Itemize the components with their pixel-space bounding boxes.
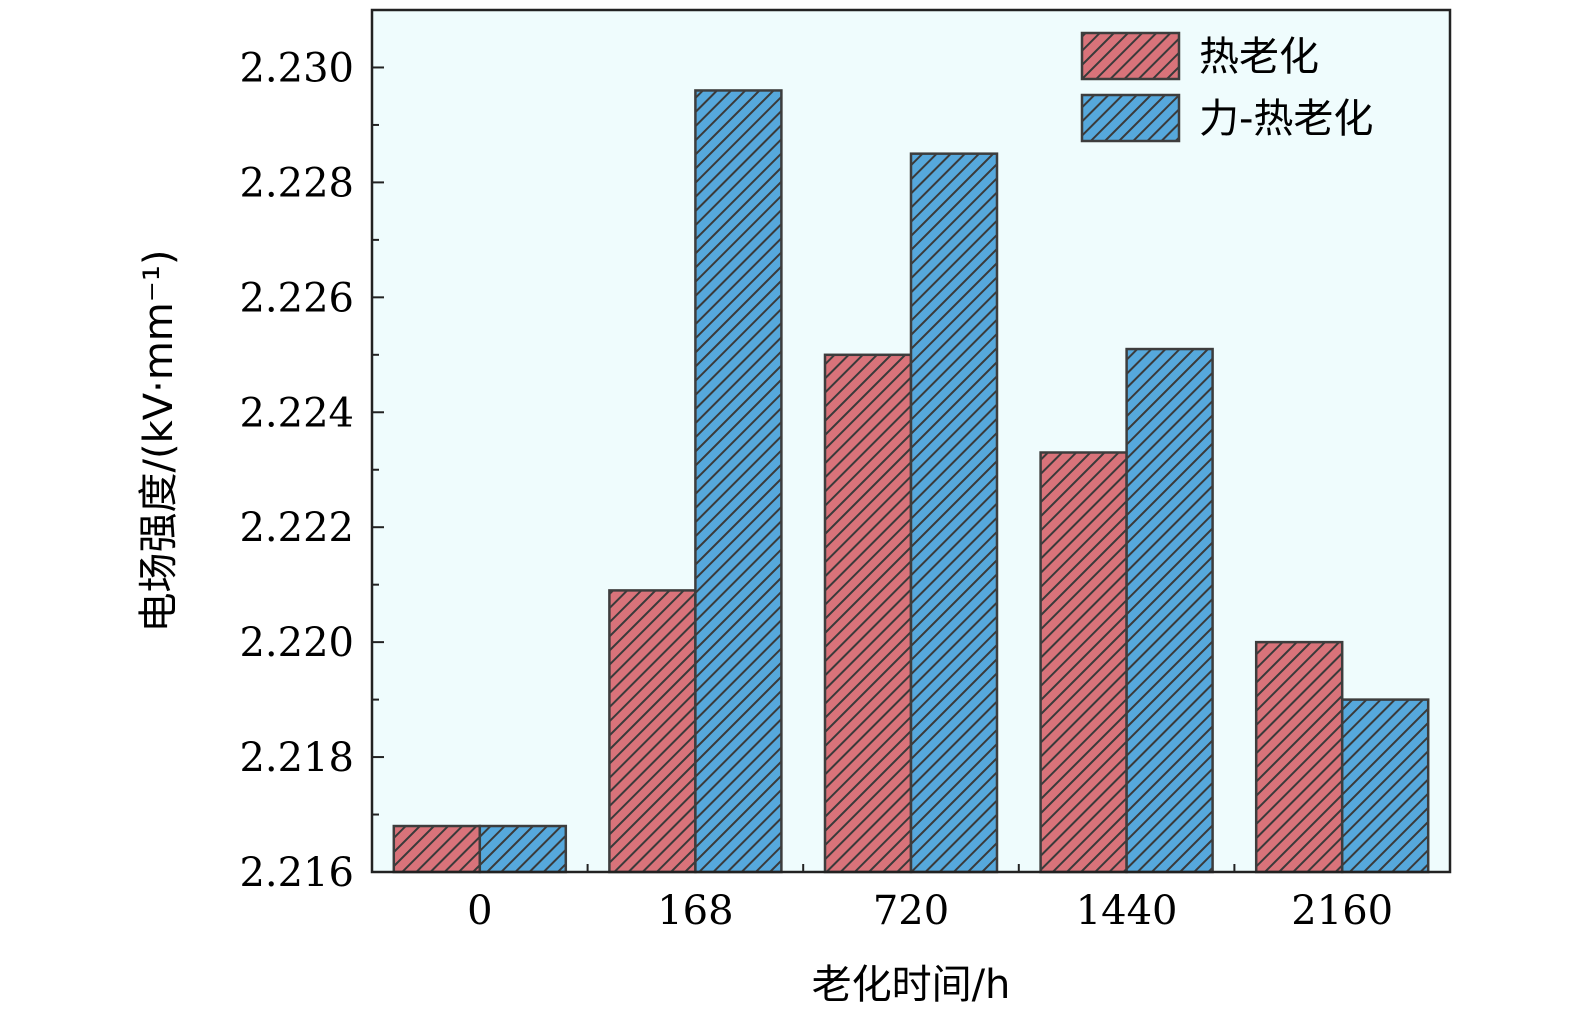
x-tick-label-720: 720 <box>873 888 949 934</box>
bar-series-0-2160 <box>1254 640 1344 874</box>
y-tick-label-2.230: 2.230 <box>239 45 354 91</box>
legend-label-1: 力-热老化 <box>1199 96 1373 142</box>
legend-swatch-1 <box>1080 93 1181 143</box>
bar-series-0-0 <box>392 824 482 874</box>
x-tick-label-2160: 2160 <box>1291 888 1393 934</box>
y-tick-label-2.216: 2.216 <box>239 850 354 896</box>
y-tick-label-2.224: 2.224 <box>239 390 354 436</box>
x-tick-label-1440: 1440 <box>1076 888 1178 934</box>
x-tick-label-168: 168 <box>657 888 733 934</box>
bar-series-1-0 <box>478 824 568 874</box>
legend-label-0: 热老化 <box>1199 34 1319 80</box>
axis-layer: 0 168 720 1440 2160 2.216 2.218 2.220 2.222 2.224… <box>239 45 1393 934</box>
bar-series-0-720 <box>823 353 913 874</box>
y-axis-title: 电场强度/(kV·mm⁻¹) <box>136 249 182 632</box>
bar-series-1-1440 <box>1125 347 1214 874</box>
y-tick-label-2.228: 2.228 <box>239 160 354 206</box>
x-axis-title: 老化时间/h <box>812 962 1011 1008</box>
bar-series-0-168 <box>608 589 697 874</box>
bar-series-0-1440 <box>1039 451 1128 874</box>
x-tick-label-0: 0 <box>467 888 492 934</box>
bar-series-1-168 <box>694 89 783 874</box>
y-tick-label-2.226: 2.226 <box>239 275 354 321</box>
legend: 热老化 力-热老化 <box>1080 31 1373 143</box>
bar-series-1-2160 <box>1340 698 1430 874</box>
plot-frame <box>370 8 1452 874</box>
bar-series-1-720 <box>909 152 999 874</box>
y-tick-label-2.218: 2.218 <box>239 735 354 781</box>
y-tick-label-2.220: 2.220 <box>239 620 354 666</box>
legend-swatch-0 <box>1080 31 1181 81</box>
bars-layer <box>392 89 1430 874</box>
y-tick-label-2.222: 2.222 <box>239 505 354 551</box>
